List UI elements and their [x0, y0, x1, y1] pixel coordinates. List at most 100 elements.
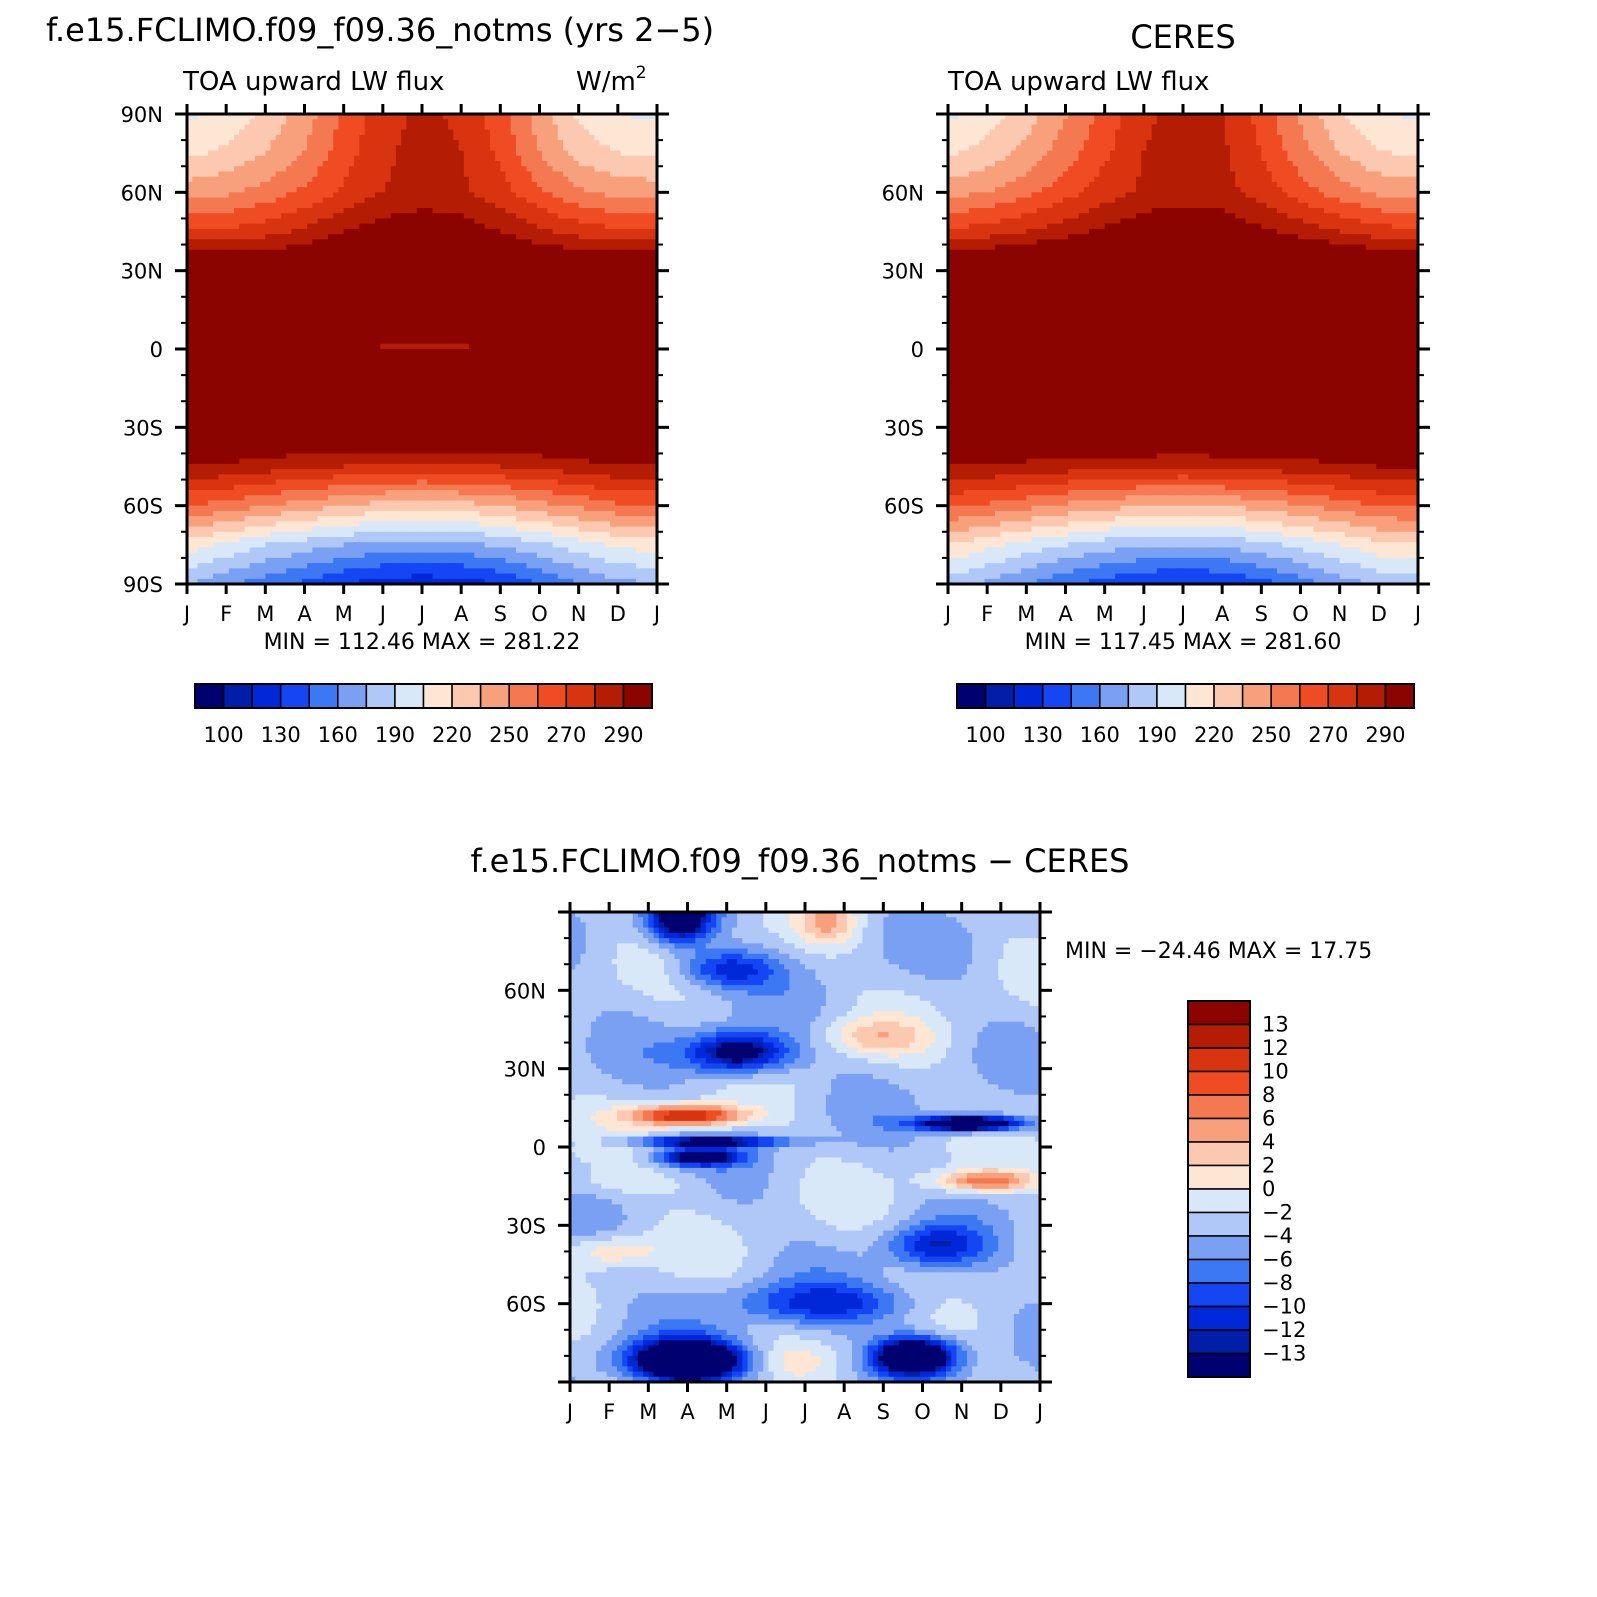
panel1-cell	[516, 339, 522, 345]
panel1-cell	[495, 359, 501, 365]
panel1-cell	[589, 265, 595, 271]
panel1-cell	[328, 276, 334, 282]
panel1-cell	[375, 234, 381, 240]
panel1-cell	[641, 213, 647, 219]
panel1-cell	[464, 198, 470, 204]
panel1-cell	[250, 307, 256, 313]
panel1-cell	[448, 349, 454, 355]
panel1-cell	[375, 192, 381, 198]
panel1-cell	[307, 171, 313, 177]
panel1-cell	[244, 380, 250, 386]
panel1-cell	[224, 312, 230, 318]
panel1-cell	[521, 396, 527, 402]
panel1-cell	[532, 224, 538, 230]
panel1-cell	[349, 229, 355, 235]
panel1-cell	[547, 323, 553, 329]
panel1-cell	[443, 124, 449, 130]
panel1-cell	[438, 198, 444, 204]
panel1-cell	[401, 187, 407, 193]
panel1-cell	[573, 339, 579, 345]
panel1-cell	[281, 323, 287, 329]
panel1-cell	[406, 391, 412, 397]
panel1-cell	[479, 286, 485, 292]
panel1-cell	[385, 396, 391, 402]
panel1-cell	[271, 318, 277, 324]
panel1-cell	[391, 245, 397, 251]
panel1-cell	[338, 312, 344, 318]
panel1-cell	[359, 166, 365, 172]
panel1-cell	[312, 391, 318, 397]
panel1-cell	[197, 224, 203, 230]
panel1-cell	[490, 213, 496, 219]
panel1-cell	[401, 396, 407, 402]
panel1-cell	[542, 386, 548, 392]
panel1-cell	[464, 208, 470, 214]
panel1-cell	[626, 297, 632, 303]
panel1-cell	[584, 135, 590, 141]
panel1-cell	[328, 203, 334, 209]
panel1-cell	[396, 224, 402, 230]
panel1-cell	[469, 354, 475, 360]
panel1-cell	[516, 161, 522, 167]
panel1-cell	[354, 344, 360, 350]
panel1-cell	[526, 255, 532, 261]
panel1-cell	[636, 328, 642, 334]
panel1-cell	[547, 245, 553, 251]
panel1-cell	[417, 370, 423, 376]
panel1-cell	[302, 328, 308, 334]
panel1-cell	[291, 276, 297, 282]
panel1-cell	[427, 328, 433, 334]
panel1-cell	[479, 375, 485, 381]
panel1-cell	[203, 271, 209, 277]
panel1-cell	[495, 323, 501, 329]
panel1-cell	[229, 198, 235, 204]
panel1-cell	[255, 349, 261, 355]
panel1-cell	[474, 333, 480, 339]
panel1-cell	[537, 203, 543, 209]
panel1-cell	[192, 370, 198, 376]
panel1-cell	[558, 286, 564, 292]
panel1-cell	[422, 151, 428, 157]
panel1-cell	[271, 255, 277, 261]
panel1-cell	[370, 198, 376, 204]
panel1-cell	[344, 265, 350, 271]
panel1-cell	[626, 333, 632, 339]
panel1-cell	[323, 245, 329, 251]
panel1-cell	[584, 365, 590, 371]
panel1-cell	[297, 177, 303, 183]
panel1-cell	[526, 380, 532, 386]
panel1-cell	[537, 177, 543, 183]
panel1-cell	[620, 255, 626, 261]
panel1-cell	[349, 286, 355, 292]
panel1-cell	[626, 182, 632, 188]
panel1-cell	[302, 234, 308, 240]
panel1-cell	[516, 140, 522, 146]
panel1-cell	[443, 187, 449, 193]
panel1-cell	[479, 265, 485, 271]
panel1-cell	[474, 203, 480, 209]
panel1-cell	[474, 192, 480, 198]
panel1-cell	[417, 281, 423, 287]
panel1-cell	[469, 333, 475, 339]
panel1-cell	[610, 255, 616, 261]
panel1-cell	[610, 218, 616, 224]
panel1-cell	[600, 396, 606, 402]
panel1-cell	[521, 166, 527, 172]
panel1-cell	[589, 307, 595, 313]
panel1-cell	[589, 260, 595, 266]
panel1-cell	[291, 161, 297, 167]
panel1-cell	[422, 339, 428, 345]
panel1-cell	[584, 145, 590, 151]
panel1-cell	[192, 151, 198, 157]
panel1-cell	[432, 375, 438, 381]
panel1-cell	[573, 312, 579, 318]
panel1-cell	[631, 182, 637, 188]
panel1-cell	[380, 359, 386, 365]
panel1-cell	[192, 349, 198, 355]
panel1-cell	[448, 140, 454, 146]
panel1-cell	[208, 198, 214, 204]
panel1-cell	[375, 391, 381, 397]
panel1-cell	[401, 344, 407, 350]
panel1-cell	[234, 166, 240, 172]
panel1-cell	[485, 239, 491, 245]
